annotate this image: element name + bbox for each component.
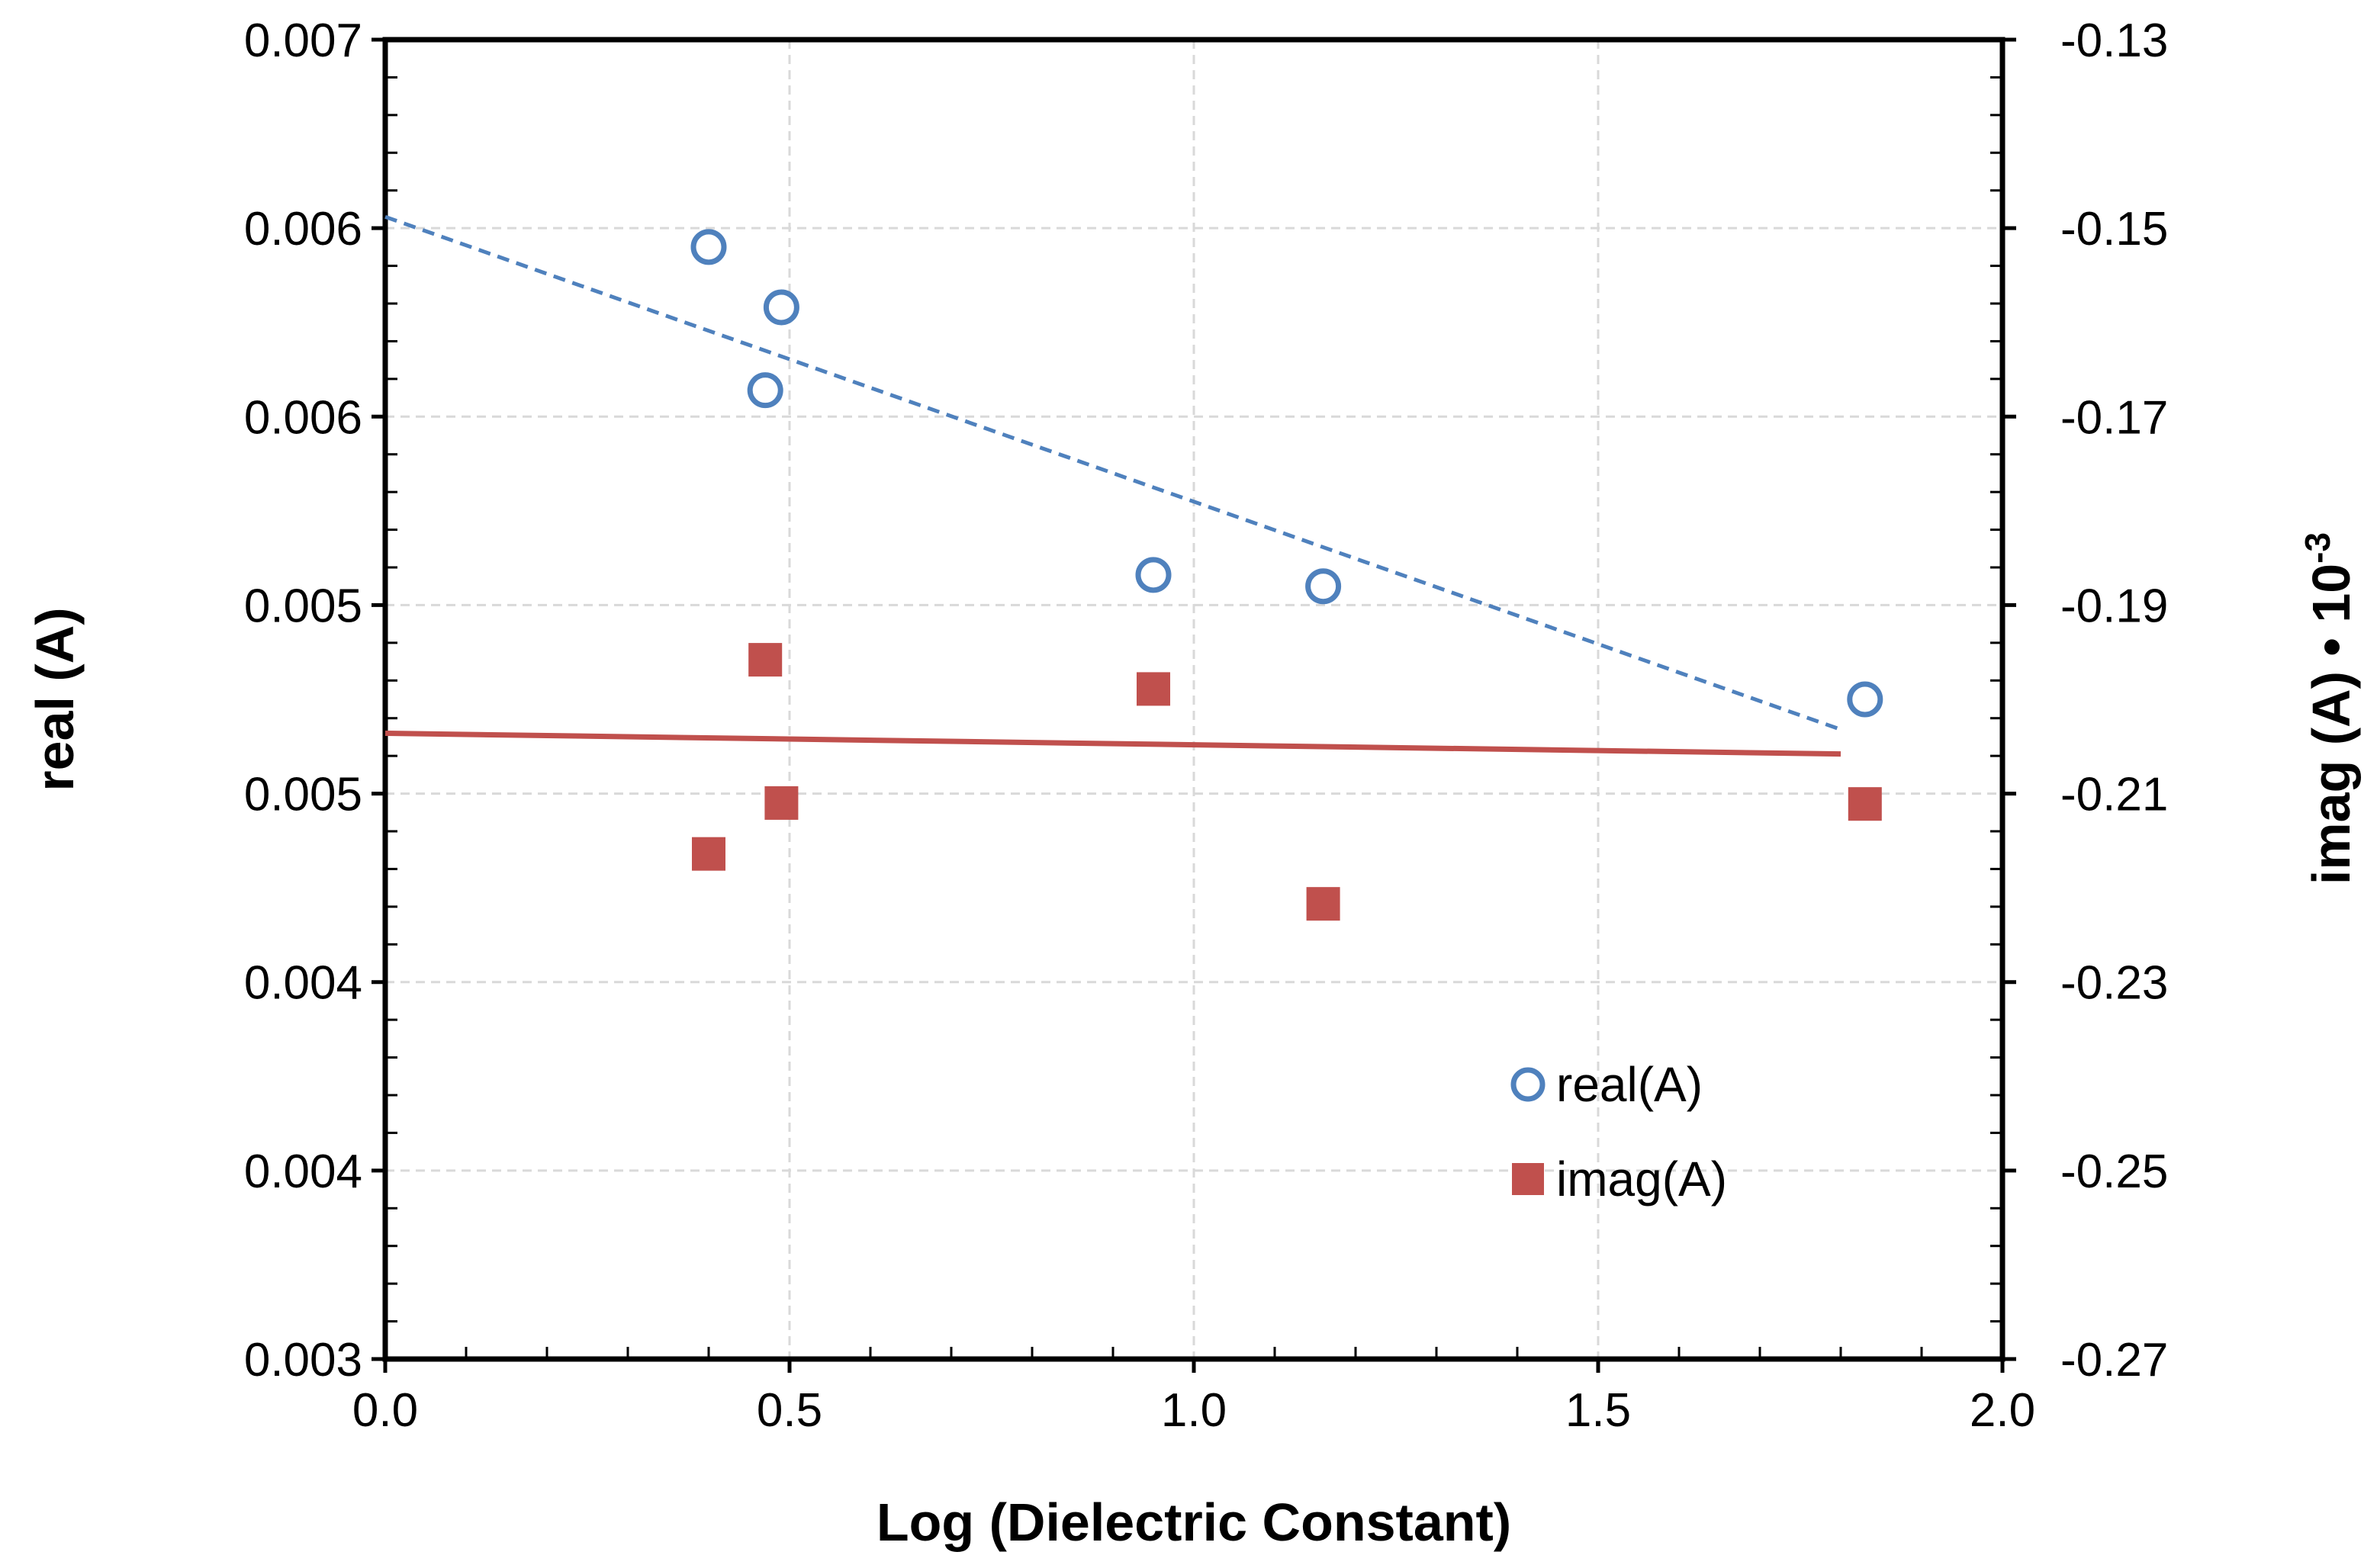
y-right-tick-label: -0.23 xyxy=(2060,957,2168,1010)
x-tick-label: 0.5 xyxy=(757,1384,822,1437)
y-left-tick-label: 0.004 xyxy=(244,1145,362,1198)
legend-real-label: real(A) xyxy=(1556,1057,1703,1112)
data-point-imag xyxy=(1306,887,1340,921)
x-tick-label: 2.0 xyxy=(1970,1384,2035,1437)
x-tick-label: 1.5 xyxy=(1565,1384,1631,1437)
data-point-imag xyxy=(1848,787,1882,821)
data-point-imag xyxy=(764,786,799,820)
y-right-tick-label: -0.15 xyxy=(2060,203,2168,255)
tick-labels: 0.007 -0.13 0.006 -0.15 0.006 -0.17 0.005 -0.19… xyxy=(244,14,2168,1437)
data-point-real xyxy=(690,229,727,265)
trendlines xyxy=(384,214,1841,757)
y-left-tick-label: 0.003 xyxy=(244,1334,362,1386)
y-left-tick-label: 0.006 xyxy=(244,203,362,255)
y-right-tick-label: -0.25 xyxy=(2060,1145,2168,1198)
legend-imag-label: imag(A) xyxy=(1556,1152,1727,1207)
plot-area-frame xyxy=(382,37,2005,1362)
y-right-tick-label: -0.13 xyxy=(2060,14,2168,67)
y-left-tick-label: 0.004 xyxy=(244,957,362,1010)
gridlines xyxy=(385,40,2002,1359)
x-tick-label: 1.0 xyxy=(1161,1384,1227,1437)
y-right-tick-label: -0.19 xyxy=(2060,580,2168,632)
legend-imag-marker xyxy=(1512,1163,1544,1195)
data-points xyxy=(690,229,1883,921)
y-left-tick-label: 0.006 xyxy=(244,391,362,444)
data-point-real xyxy=(1847,681,1883,718)
y-axis-right-title-exponent: -3 xyxy=(2298,532,2337,564)
y-left-tick-label: 0.005 xyxy=(244,769,362,821)
y-axis-left-title: real (A) xyxy=(25,607,85,791)
y-right-tick-label: -0.17 xyxy=(2060,391,2168,444)
y-axis-right-title-base: imag (A) • 10 xyxy=(2301,564,2361,885)
y-right-tick-label: -0.21 xyxy=(2060,769,2168,821)
trendline-imag xyxy=(384,730,1841,757)
data-point-real xyxy=(1305,568,1342,605)
legend-real-marker xyxy=(1510,1067,1546,1102)
data-point-imag xyxy=(692,837,725,871)
data-point-real xyxy=(747,372,783,409)
data-point-imag xyxy=(1137,672,1170,706)
data-point-real xyxy=(763,289,799,326)
x-tick-label: 0.0 xyxy=(352,1384,418,1437)
y-right-tick-label: -0.27 xyxy=(2060,1334,2168,1386)
data-point-real xyxy=(1135,557,1172,593)
y-axis-right-title: imag (A) • 10-3 xyxy=(2298,532,2361,885)
x-axis-title: Log (Dielectric Constant) xyxy=(876,1492,1511,1552)
y-left-tick-label: 0.005 xyxy=(244,580,362,632)
y-left-tick-label: 0.007 xyxy=(244,14,362,67)
legend: real(A) imag(A) xyxy=(1510,1057,1727,1207)
data-point-imag xyxy=(748,643,783,677)
